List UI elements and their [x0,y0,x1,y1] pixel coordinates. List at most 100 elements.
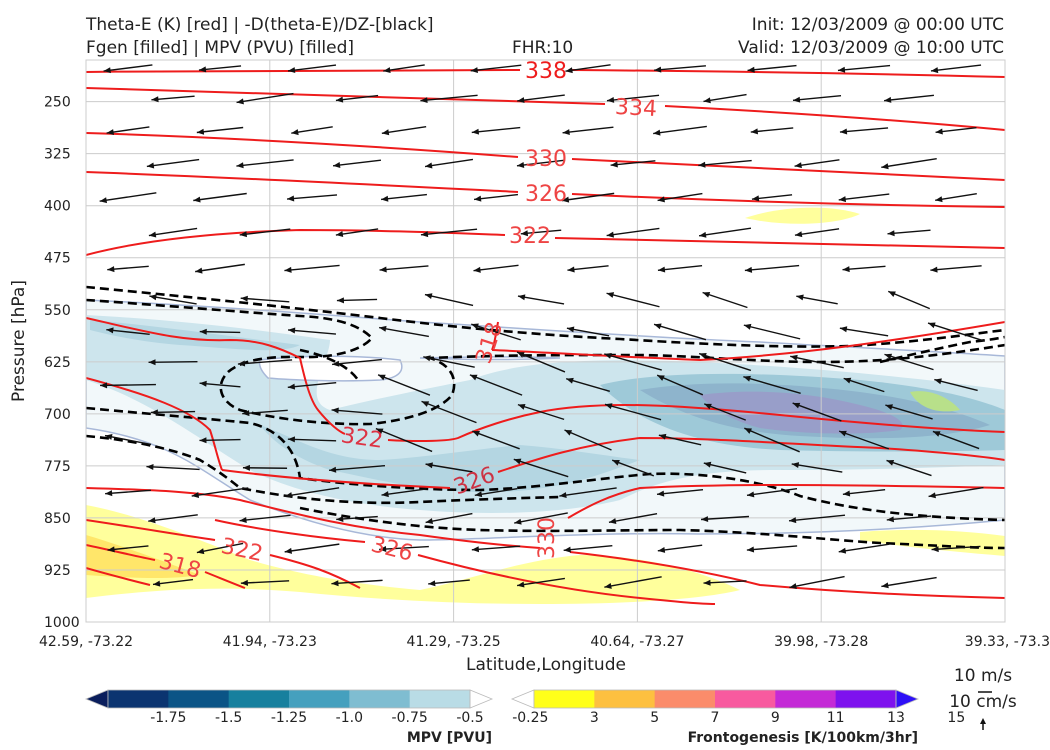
wind-vector [236,159,294,169]
frontogenesis-colorbar-swatch [715,690,776,708]
init-time: Init: 12/03/2009 @ 00:00 UTC [751,15,1004,35]
valid-time: Valid: 12/03/2009 @ 10:00 UTC [738,38,1004,58]
wind-vector [193,192,247,203]
wind-vector [425,462,473,473]
wind-vector [657,265,703,273]
wind-vector [423,355,475,368]
mpv-colorbar-swatch [409,690,471,708]
wind-vector [884,94,934,103]
theta-e-322 [86,228,1005,256]
wind-vector [610,160,656,168]
frontogenesis-colorbar-tick-label: 7 [711,710,720,726]
wind-vector [473,264,519,273]
wind-vector [106,327,150,336]
frontogenesis-colorbar-extend-low [510,689,535,709]
wind-vector [703,93,747,104]
wind-vector [517,94,565,104]
wind-vector [99,192,157,204]
frontogenesis-colorbar-tick-label: 3 [590,710,599,726]
wind-vector [379,545,429,553]
header-line2-left: Fgen [filled] | MPV (PVU) [filled] [86,38,355,58]
y-tick-label: 700 [44,407,71,423]
wind-vector [744,427,800,453]
wind-vector [104,434,152,446]
wind-vector [653,323,707,341]
wind-vector [379,265,429,273]
theta-e-326 [86,171,1005,208]
wind-vector [286,194,338,202]
plot-frame [85,59,1006,623]
wind-vector [287,327,337,335]
dthetae-dz-line-5 [299,506,1005,550]
mpv-colorbar-swatch [108,690,169,708]
mpv-colorbar-tick-label: -0.25 [512,710,548,726]
contour-labels: 338 334 330 326 322 318 322 326 330 322 … [156,60,657,584]
wind-vector [287,64,337,74]
mpv-colorbar-tick-label: -1.0 [336,710,363,726]
theta-e-330-lower [86,484,1005,549]
wind-vector [566,326,610,337]
forecast-hour: FHR:10 [512,38,574,58]
wind-vector [698,352,752,372]
theta-e-contours [86,68,1005,605]
mpv-colorbar-tick-label: -0.5 [456,710,483,726]
wind-vector [471,126,521,135]
wind-vector [469,374,523,396]
wind-vector [100,382,156,389]
dthetae-dz-line-6 [299,348,360,381]
vector-legend-horizontal: 10 m/s [954,666,1012,686]
wind-vector [473,193,519,202]
wind-vector [789,575,845,590]
wind-vector [420,228,478,238]
frontogenesis-colorbar-swatch [775,690,837,708]
wind-vector [656,488,704,497]
wind-vector [698,159,752,168]
frontogenesis-colorbar-tick-label: 9 [771,710,780,726]
wind-vector [837,64,891,73]
fgen-fill-right-lower [860,529,1005,556]
y-tick-label: 325 [44,147,71,163]
contour-label-326-upper: 326 [525,182,567,207]
wind-vector [425,512,473,525]
wind-vector [107,265,149,273]
wind-vector [287,381,337,390]
wind-vector [792,402,842,422]
wind-vector [564,429,612,451]
dthetae-dz-line-3 [86,406,1005,522]
wind-vector [796,294,838,305]
wind-vector [928,486,984,499]
wind-vector [240,579,290,586]
wind-vector [930,265,982,273]
wind-vector [881,576,937,589]
wind-vector [420,94,478,104]
vector-legend-vertical-arrowhead [980,718,986,724]
wind-vector [377,374,431,396]
x-axis-label: Latitude,Longitude [466,655,626,675]
y-tick-label: 775 [44,459,71,475]
wind-vector [842,265,886,273]
wind-vector [336,515,378,522]
y-tick-label: 550 [44,303,71,319]
wind-vector [838,543,890,554]
header-line1-left: Theta-E (K) [red] | -D(theta-E)/DZ-[blac… [86,15,434,35]
wind-vector [516,351,566,373]
mpv-colorbar-outline [107,689,471,709]
wind-vector [562,126,614,136]
x-tick-label: 39.98, -73.28 [774,634,868,650]
wind-vector [884,353,934,371]
mpv-fill-mid3 [260,425,640,493]
contour-label-330-lower: 330 [535,517,560,559]
wind-vector [196,542,244,555]
wind-vector [653,125,707,136]
y-tick-label: 1000 [44,615,80,631]
y-axis-label: Pressure [hPa] [9,280,29,402]
theta-e-334 [86,87,1005,131]
wind-vector [517,577,565,588]
x-axis-tick-labels: 42.59, -73.22 41.94, -73.23 41.29, -73.25 4… [39,634,1050,650]
wind-vector [474,488,518,498]
wind-vector [103,64,153,74]
wind-vector [604,576,662,589]
frontogenesis-colorbar-title: Frontogenesis [K/100km/3hr] [688,730,918,746]
dthetae-dz-line-1 [86,285,1005,348]
wind-vector [149,294,197,305]
